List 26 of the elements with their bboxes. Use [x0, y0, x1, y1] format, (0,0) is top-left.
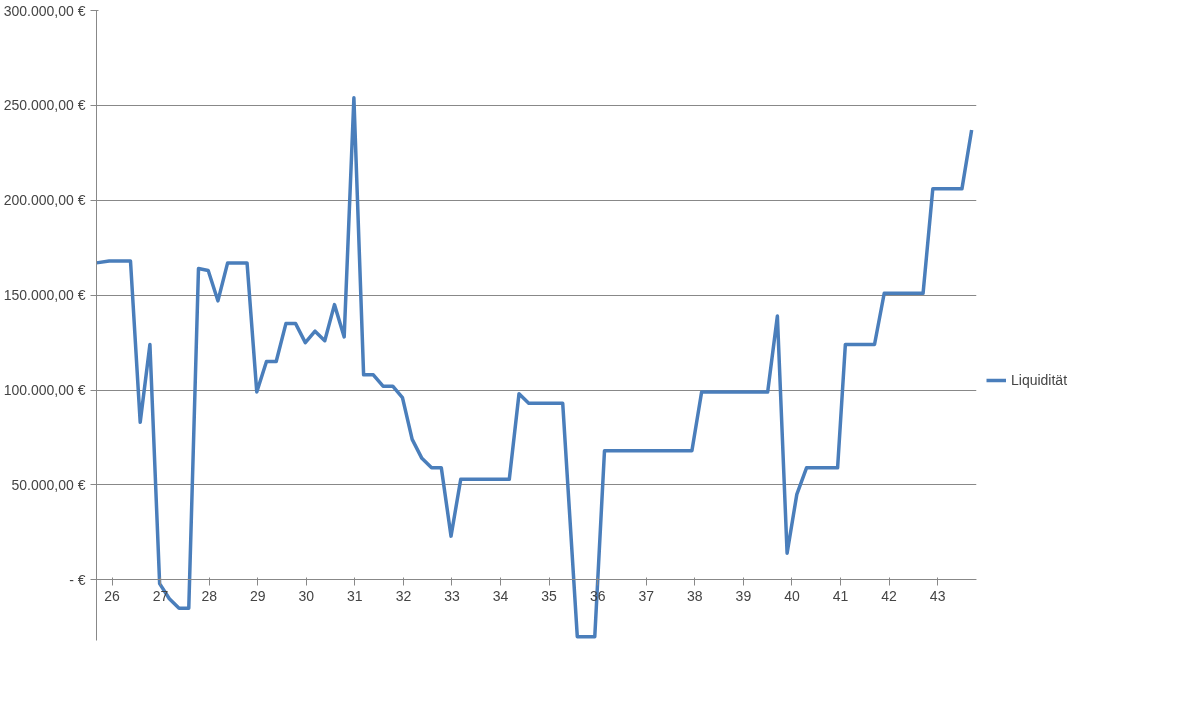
x-tick-label: 26 — [104, 587, 121, 604]
line-series — [96, 96, 974, 639]
x-tick-label: 34 — [492, 587, 509, 604]
x-tick-label: 32 — [395, 587, 412, 604]
x-tick-label: 43 — [929, 587, 946, 604]
y-tick-label: 300.000,00 € — [3, 2, 86, 19]
x-tick-label: 37 — [638, 587, 655, 604]
y-tick-label: 100.000,00 € — [3, 382, 86, 399]
x-tick-label: 35 — [541, 587, 558, 604]
y-tick-label: - € — [69, 571, 86, 588]
x-tick-label: 30 — [298, 587, 315, 604]
y-tick-label: 200.000,00 € — [3, 192, 86, 209]
x-tick-label: 28 — [201, 587, 218, 604]
x-tick-label: 27 — [152, 587, 169, 604]
x-tick-label: 29 — [249, 587, 266, 604]
y-tick-label: 50.000,00 € — [11, 476, 86, 493]
x-tick-label: 41 — [832, 587, 849, 604]
legend-label: Liquidität — [1011, 372, 1068, 388]
x-tick-label: 38 — [687, 587, 703, 604]
y-tick-label: 250.000,00 € — [3, 97, 86, 114]
x-tick-label: 40 — [784, 587, 800, 604]
x-tick-label: 31 — [347, 587, 363, 604]
x-tick-label: 39 — [735, 587, 752, 604]
x-tick-label: 42 — [881, 587, 898, 604]
y-tick-label: 150.000,00 € — [3, 287, 86, 304]
x-tick-label: 33 — [444, 587, 460, 604]
